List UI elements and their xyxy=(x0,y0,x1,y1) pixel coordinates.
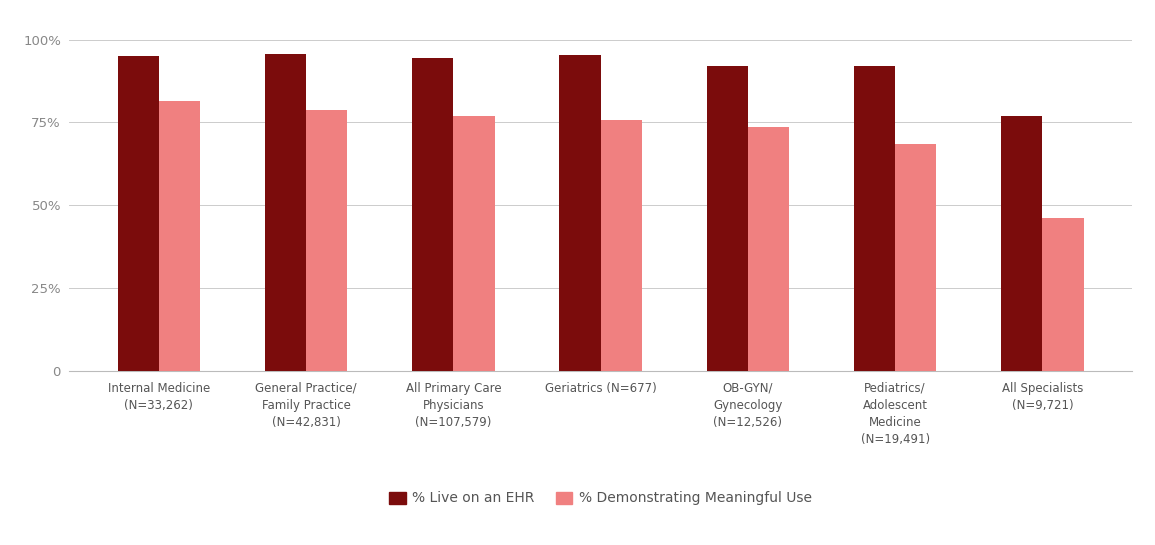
Bar xyxy=(707,66,747,371)
Legend: % Live on an EHR, % Demonstrating Meaningful Use: % Live on an EHR, % Demonstrating Meanin… xyxy=(382,485,819,512)
Bar xyxy=(159,101,200,371)
Bar xyxy=(1042,217,1083,371)
Bar xyxy=(306,110,348,371)
Bar xyxy=(854,66,895,371)
Bar xyxy=(895,144,937,371)
Bar xyxy=(412,58,454,371)
Bar xyxy=(118,56,159,371)
Bar xyxy=(264,54,306,371)
Bar xyxy=(1001,116,1042,371)
Bar xyxy=(454,116,494,371)
Bar xyxy=(747,128,789,371)
Bar xyxy=(601,120,642,371)
Bar xyxy=(559,56,601,371)
